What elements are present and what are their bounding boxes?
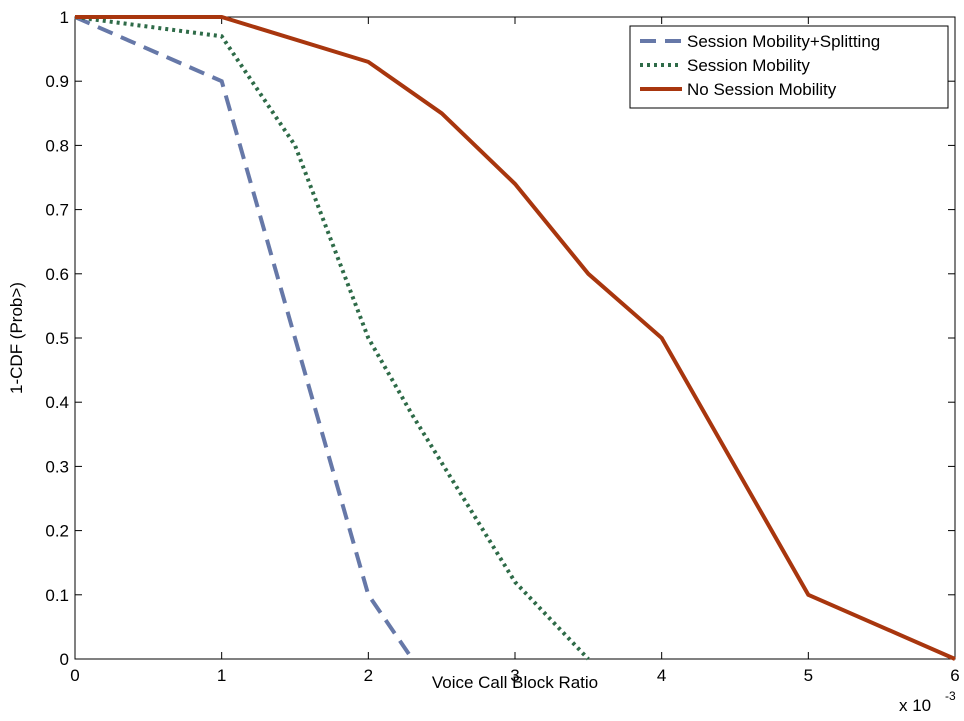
legend-label-3: No Session Mobility <box>687 80 837 99</box>
y-tick-label: 0.7 <box>45 201 69 220</box>
legend-label-2: Session Mobility <box>687 56 810 75</box>
y-tick-label: 0.8 <box>45 136 69 155</box>
x-tick-label: 4 <box>657 666 666 685</box>
x-tick-label: 0 <box>70 666 79 685</box>
legend-box <box>629 25 949 109</box>
x-tick-label: 1 <box>217 666 226 685</box>
axis-ticks <box>74 16 956 660</box>
axis-tick-labels: 0 1 2 3 4 5 6 0 0.1 0.2 0.3 0.4 0.5 0.6 0.7 0.8 0.9 1 <box>45 8 959 685</box>
x-tick-label: 3 <box>510 666 519 685</box>
x-multiplier-exponent: -3 <box>945 689 956 703</box>
y-axis-label: 1-CDF (Prob>) <box>7 282 26 394</box>
x-axis-label: Voice Call Block Ratio <box>432 673 598 692</box>
x-axis-multiplier: x 10 -3 <box>899 689 956 715</box>
y-tick-label: 0.5 <box>45 329 69 348</box>
y-tick-label: 0.1 <box>45 586 69 605</box>
plot-area-border <box>74 16 956 660</box>
series-line-2 <box>74 15 590 661</box>
y-tick-label: 0 <box>60 650 69 669</box>
y-tick-label: 0.6 <box>45 265 69 284</box>
x-tick-label: 5 <box>804 666 813 685</box>
series-line-1 <box>74 15 414 661</box>
y-tick-label: 0.3 <box>45 457 69 476</box>
y-tick-label: 0.2 <box>45 522 69 541</box>
x-multiplier-base: x 10 <box>899 696 931 715</box>
x-tick-label: 6 <box>950 666 959 685</box>
x-tick-label: 2 <box>364 666 373 685</box>
legend-label-1: Session Mobility+Splitting <box>687 32 880 51</box>
plot-frame <box>74 16 956 660</box>
series-line-3 <box>75 15 956 661</box>
data-series <box>74 15 956 661</box>
y-tick-label: 0.4 <box>45 393 69 412</box>
legend: Session Mobility+Splitting Session Mobili… <box>629 25 949 109</box>
y-tick-label: 1 <box>60 8 69 27</box>
y-tick-label: 0.9 <box>45 72 69 91</box>
